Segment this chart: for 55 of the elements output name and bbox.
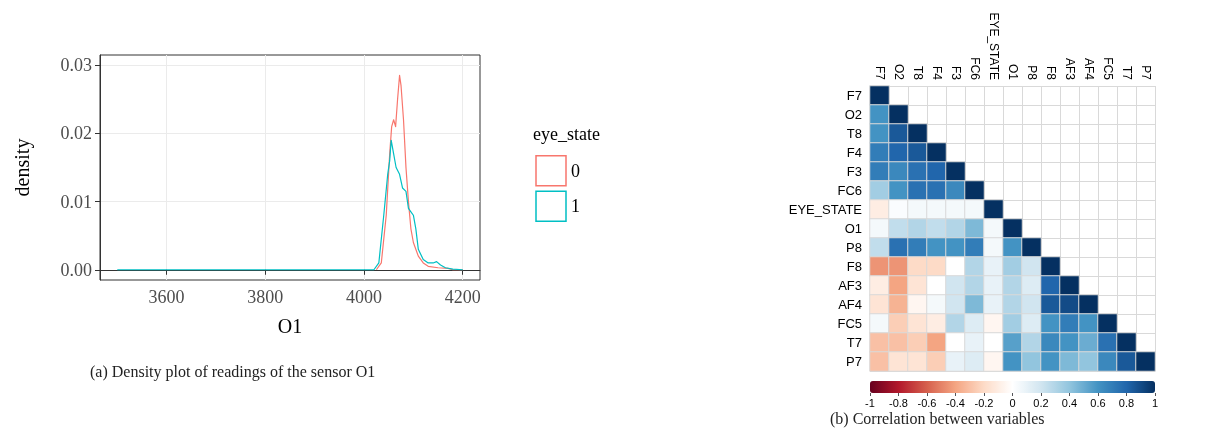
- x-tick-label: O1: [1005, 63, 1020, 81]
- line-series: [116, 139, 464, 271]
- x-tick-label: P7: [1138, 65, 1153, 81]
- x-tick-label: F8: [1043, 65, 1058, 81]
- y-tick-label: 0.00: [60, 259, 92, 280]
- y-tick-label: FC5: [837, 316, 862, 331]
- color-bar-label: 0.2: [1033, 396, 1049, 409]
- x-tick-label: FC6: [967, 57, 982, 81]
- y-tick-label: FC6: [837, 183, 862, 198]
- x-tick-label: 4200: [444, 287, 481, 307]
- x-tick-label: F3: [948, 65, 963, 81]
- color-bar-label: -0.4: [946, 396, 965, 409]
- x-tick-label: P8: [1024, 65, 1039, 81]
- x-tick-label: T7: [1119, 65, 1134, 81]
- y-tick-label: F8: [846, 259, 862, 274]
- x-tick-label: AF3: [1062, 57, 1077, 81]
- y-tick-label: F7: [846, 88, 862, 103]
- color-bar-label: 0.6: [1090, 396, 1106, 409]
- legend-title: eye_state: [533, 124, 601, 144]
- color-bar-label: -0.8: [889, 396, 908, 409]
- y-tick-label: P8: [846, 240, 862, 255]
- x-tick-label: 3600: [148, 287, 185, 307]
- color-bar-label: 0.4: [1061, 396, 1078, 409]
- y-tick-label: T7: [846, 335, 862, 350]
- y-axis-title: density: [11, 138, 34, 197]
- color-bar-label: 1: [1151, 396, 1159, 409]
- y-tick-label: 0.02: [60, 123, 92, 144]
- x-tick-label: FC5: [1100, 57, 1115, 81]
- y-tick-label: 0.01: [60, 191, 92, 212]
- y-tick-label: F4: [846, 145, 862, 160]
- y-tick-label: O1: [844, 221, 862, 236]
- x-tick-label: 4000: [346, 287, 383, 307]
- x-tick-label: F7: [872, 65, 887, 81]
- legend-label: 0: [571, 160, 580, 181]
- y-tick-label: EYE_STATE: [788, 202, 863, 217]
- x-tick-label: F4: [929, 65, 944, 81]
- color-bar-label: 0.8: [1118, 396, 1135, 409]
- x-tick-label: EYE_STATE: [986, 12, 1001, 80]
- color-bar-label: -0.6: [917, 396, 937, 409]
- text: (a) Density plot of readings of the sensor O1: [90, 363, 376, 381]
- color-bar-label: 0: [1009, 396, 1016, 409]
- x-axis-title: O1: [277, 315, 303, 337]
- y-tick-label: 0.03: [60, 55, 92, 76]
- y-tick-label: T8: [846, 126, 862, 141]
- y-tick-label: P7: [846, 354, 862, 369]
- x-tick-label: T8: [910, 65, 925, 81]
- color-bar-label: -0.2: [974, 396, 994, 409]
- y-tick-label: F3: [846, 164, 862, 179]
- x-tick-label: O2: [891, 63, 906, 81]
- x-tick-label: AF4: [1081, 57, 1096, 81]
- y-tick-label: O2: [844, 107, 862, 122]
- color-bar-label: -1: [865, 396, 875, 409]
- x-tick-label: 3800: [247, 287, 284, 307]
- text: (b) Correlation between variables: [830, 410, 1045, 428]
- legend-label: 1: [571, 196, 580, 217]
